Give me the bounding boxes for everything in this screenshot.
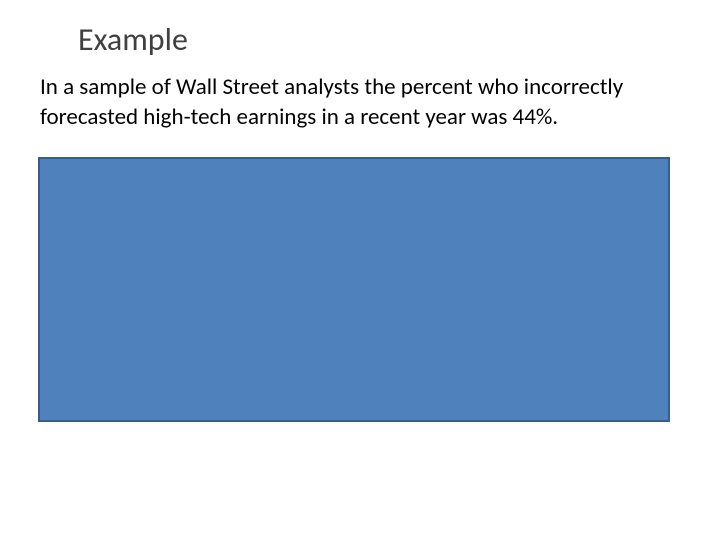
content-box xyxy=(38,157,670,422)
slide-title: Example xyxy=(78,20,680,59)
slide-body-text: In a sample of Wall Street analysts the … xyxy=(40,73,660,133)
slide-container: Example In a sample of Wall Street analy… xyxy=(0,0,720,540)
